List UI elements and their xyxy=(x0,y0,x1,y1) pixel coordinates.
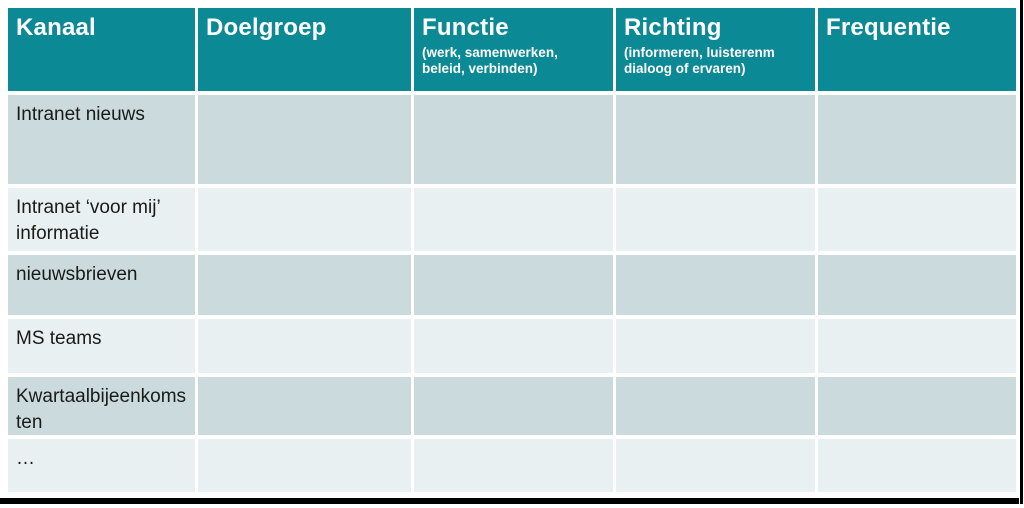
row-label-intranet-nieuws: Intranet nieuws xyxy=(8,95,195,184)
cell-intranet-voor-mij-functie xyxy=(414,188,613,251)
column-header-functie-sub: (werk, samenwerken, beleid, verbinden) xyxy=(422,44,558,76)
cell-nieuwsbrieven-richting xyxy=(616,255,815,315)
cell-ellipsis-richting xyxy=(616,439,815,492)
column-header-doelgroep: Doelgroep xyxy=(198,8,411,91)
cell-ellipsis-functie xyxy=(414,439,613,492)
cell-ms-teams-doelgroep xyxy=(198,319,411,373)
cell-kwartaalbijeenkomsten-doelgroep xyxy=(198,377,411,435)
column-header-richting: Richting (informeren, luisterenm dialoog… xyxy=(616,8,815,91)
row-label-nieuwsbrieven: nieuwsbrieven xyxy=(8,255,195,315)
cell-nieuwsbrieven-doelgroep xyxy=(198,255,411,315)
cell-intranet-nieuws-doelgroep xyxy=(198,95,411,184)
cell-nieuwsbrieven-frequentie xyxy=(818,255,1016,315)
cell-ms-teams-functie xyxy=(414,319,613,373)
cell-intranet-voor-mij-richting xyxy=(616,188,815,251)
cell-intranet-nieuws-functie xyxy=(414,95,613,184)
cell-intranet-voor-mij-doelgroep xyxy=(198,188,411,251)
cell-ms-teams-richting xyxy=(616,319,815,373)
column-header-functie: Functie (werk, samenwerken, beleid, verb… xyxy=(414,8,613,91)
cell-ms-teams-frequentie xyxy=(818,319,1016,373)
column-header-functie-label: Functie xyxy=(422,14,509,41)
row-label-intranet-voor-mij-informatie: Intranet ‘voor mij’ informatie xyxy=(8,188,195,251)
communication-channels-table: Kanaal Doelgroep Functie (werk, samenwer… xyxy=(8,8,1016,492)
cell-kwartaalbijeenkomsten-functie xyxy=(414,377,613,435)
cell-intranet-voor-mij-frequentie xyxy=(818,188,1016,251)
cell-nieuwsbrieven-functie xyxy=(414,255,613,315)
row-label-ellipsis: … xyxy=(8,439,195,492)
cell-intranet-nieuws-frequentie xyxy=(818,95,1016,184)
frame-right-edge xyxy=(1020,0,1023,504)
row-label-ms-teams: MS teams xyxy=(8,319,195,373)
row-label-kwartaalbijeenkomsten: Kwartaalbijeenkomsten xyxy=(8,377,195,435)
cell-kwartaalbijeenkomsten-frequentie xyxy=(818,377,1016,435)
column-header-frequentie-label: Frequentie xyxy=(826,14,951,41)
column-header-richting-label: Richting xyxy=(624,14,722,41)
column-header-kanaal: Kanaal xyxy=(8,8,195,91)
column-header-frequentie: Frequentie xyxy=(818,8,1016,91)
column-header-richting-sub: (informeren, luisterenm dialoog of ervar… xyxy=(624,44,775,76)
cell-intranet-nieuws-richting xyxy=(616,95,815,184)
cell-ellipsis-doelgroep xyxy=(198,439,411,492)
cell-ellipsis-frequentie xyxy=(818,439,1016,492)
column-header-doelgroep-label: Doelgroep xyxy=(206,14,327,41)
frame-bottom-edge xyxy=(0,498,1019,504)
column-header-kanaal-label: Kanaal xyxy=(16,14,96,41)
cell-kwartaalbijeenkomsten-richting xyxy=(616,377,815,435)
